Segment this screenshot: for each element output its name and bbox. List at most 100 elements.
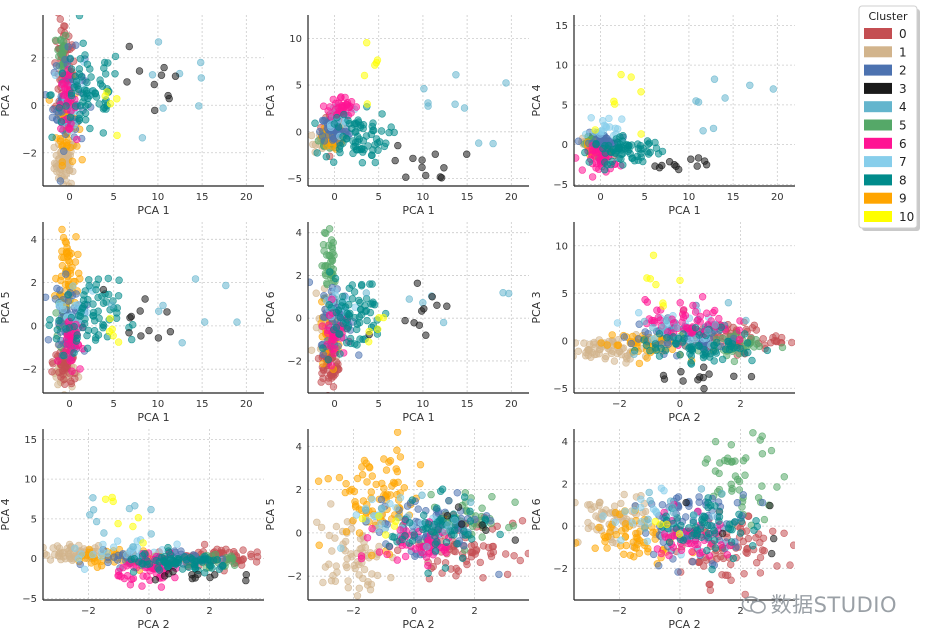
point-cluster-8 — [67, 65, 76, 73]
point-cluster-3 — [194, 570, 202, 579]
point-cluster-6 — [57, 124, 65, 133]
point-cluster-8 — [728, 525, 736, 534]
x-tick-label: 2 — [737, 399, 743, 410]
point-cluster-9 — [87, 559, 96, 567]
point-cluster-8 — [325, 301, 333, 309]
point-cluster-8 — [718, 355, 727, 364]
point-cluster-7 — [636, 503, 645, 512]
point-cluster-7 — [173, 540, 181, 548]
point-cluster-2 — [689, 558, 697, 566]
y-tick-label: 0 — [31, 101, 37, 112]
point-cluster-8 — [141, 550, 149, 558]
point-cluster-8 — [319, 344, 327, 352]
point-cluster-6 — [717, 541, 725, 549]
point-cluster-0 — [752, 534, 760, 542]
x-tick-label: 10 — [152, 192, 165, 203]
point-cluster-6 — [328, 345, 336, 353]
point-cluster-7 — [621, 507, 629, 516]
point-cluster-8 — [219, 561, 227, 570]
point-cluster-10 — [106, 99, 115, 108]
point-cluster-2 — [308, 278, 314, 286]
point-cluster-8 — [104, 290, 113, 299]
point-cluster-4 — [666, 497, 675, 505]
point-cluster-8 — [104, 59, 112, 67]
point-cluster-3 — [682, 498, 690, 507]
point-cluster-3 — [422, 331, 430, 339]
point-cluster-1 — [313, 518, 321, 526]
point-cluster-6 — [676, 299, 684, 307]
point-cluster-6 — [396, 526, 404, 534]
point-cluster-2 — [681, 513, 690, 521]
point-cluster-4 — [197, 58, 205, 67]
point-cluster-10 — [101, 495, 110, 503]
point-cluster-9 — [65, 258, 74, 266]
point-cluster-8 — [687, 360, 696, 368]
point-cluster-3 — [433, 301, 441, 309]
point-cluster-1 — [574, 357, 575, 362]
point-cluster-4 — [441, 527, 449, 536]
y-axis-label: PCA 3 — [264, 84, 277, 116]
point-cluster-8 — [330, 158, 338, 166]
point-cluster-1 — [317, 523, 326, 532]
point-cluster-8 — [84, 100, 92, 109]
x-axis-label: PCA 2 — [668, 411, 700, 424]
x-tick-label: 0 — [66, 192, 72, 203]
point-cluster-3 — [135, 67, 144, 75]
point-cluster-8 — [646, 148, 654, 157]
point-cluster-8 — [75, 116, 84, 124]
legend-label: 0 — [899, 27, 907, 41]
point-cluster-8 — [710, 536, 719, 545]
legend-label: 7 — [899, 155, 907, 169]
point-cluster-8 — [92, 280, 101, 289]
point-cluster-8 — [433, 504, 441, 512]
y-tick-label: 4 — [296, 228, 302, 239]
point-cluster-9 — [78, 156, 86, 164]
point-cluster-6 — [352, 103, 361, 111]
point-cluster-4 — [89, 506, 98, 514]
x-tick-label: 0 — [146, 606, 152, 617]
point-cluster-4 — [377, 504, 386, 513]
point-cluster-6 — [76, 365, 84, 373]
point-cluster-8 — [332, 308, 340, 317]
y-tick-label: 10 — [289, 34, 302, 45]
point-cluster-9 — [58, 162, 66, 170]
point-cluster-8 — [345, 119, 354, 128]
x-tick-label: 5 — [111, 399, 117, 410]
point-cluster-6 — [393, 556, 401, 564]
point-cluster-1 — [595, 499, 604, 507]
point-cluster-7 — [368, 495, 376, 504]
points-layer — [43, 15, 206, 186]
point-cluster-8 — [80, 93, 89, 102]
point-cluster-1 — [343, 563, 351, 572]
point-cluster-7 — [77, 550, 86, 558]
point-cluster-2 — [620, 333, 628, 341]
point-cluster-8 — [102, 105, 110, 113]
point-cluster-2 — [43, 293, 50, 301]
point-cluster-4 — [191, 275, 200, 283]
y-tick-label: 5 — [31, 514, 37, 525]
point-cluster-4 — [195, 102, 203, 110]
point-cluster-4 — [721, 94, 729, 102]
point-cluster-6 — [65, 125, 73, 133]
x-tick-label: 0 — [331, 192, 337, 203]
point-cluster-4 — [107, 301, 116, 309]
point-cluster-8 — [410, 531, 418, 539]
y-tick-label: 5 — [296, 81, 302, 92]
point-cluster-8 — [655, 330, 664, 338]
point-cluster-5 — [760, 515, 769, 524]
point-cluster-10 — [101, 92, 109, 100]
point-cluster-5 — [322, 229, 330, 238]
point-cluster-8 — [371, 158, 379, 167]
point-cluster-9 — [59, 233, 68, 242]
point-cluster-3 — [769, 534, 778, 543]
point-cluster-8 — [693, 529, 701, 538]
point-cluster-10 — [637, 130, 645, 138]
point-cluster-6 — [735, 335, 744, 344]
point-cluster-3 — [171, 72, 180, 80]
point-cluster-8 — [420, 511, 428, 519]
point-cluster-10 — [646, 275, 654, 283]
point-cluster-8 — [408, 496, 416, 504]
y-tick-label: 5 — [562, 100, 568, 111]
point-cluster-2 — [658, 501, 667, 509]
legend-swatch — [864, 119, 892, 131]
